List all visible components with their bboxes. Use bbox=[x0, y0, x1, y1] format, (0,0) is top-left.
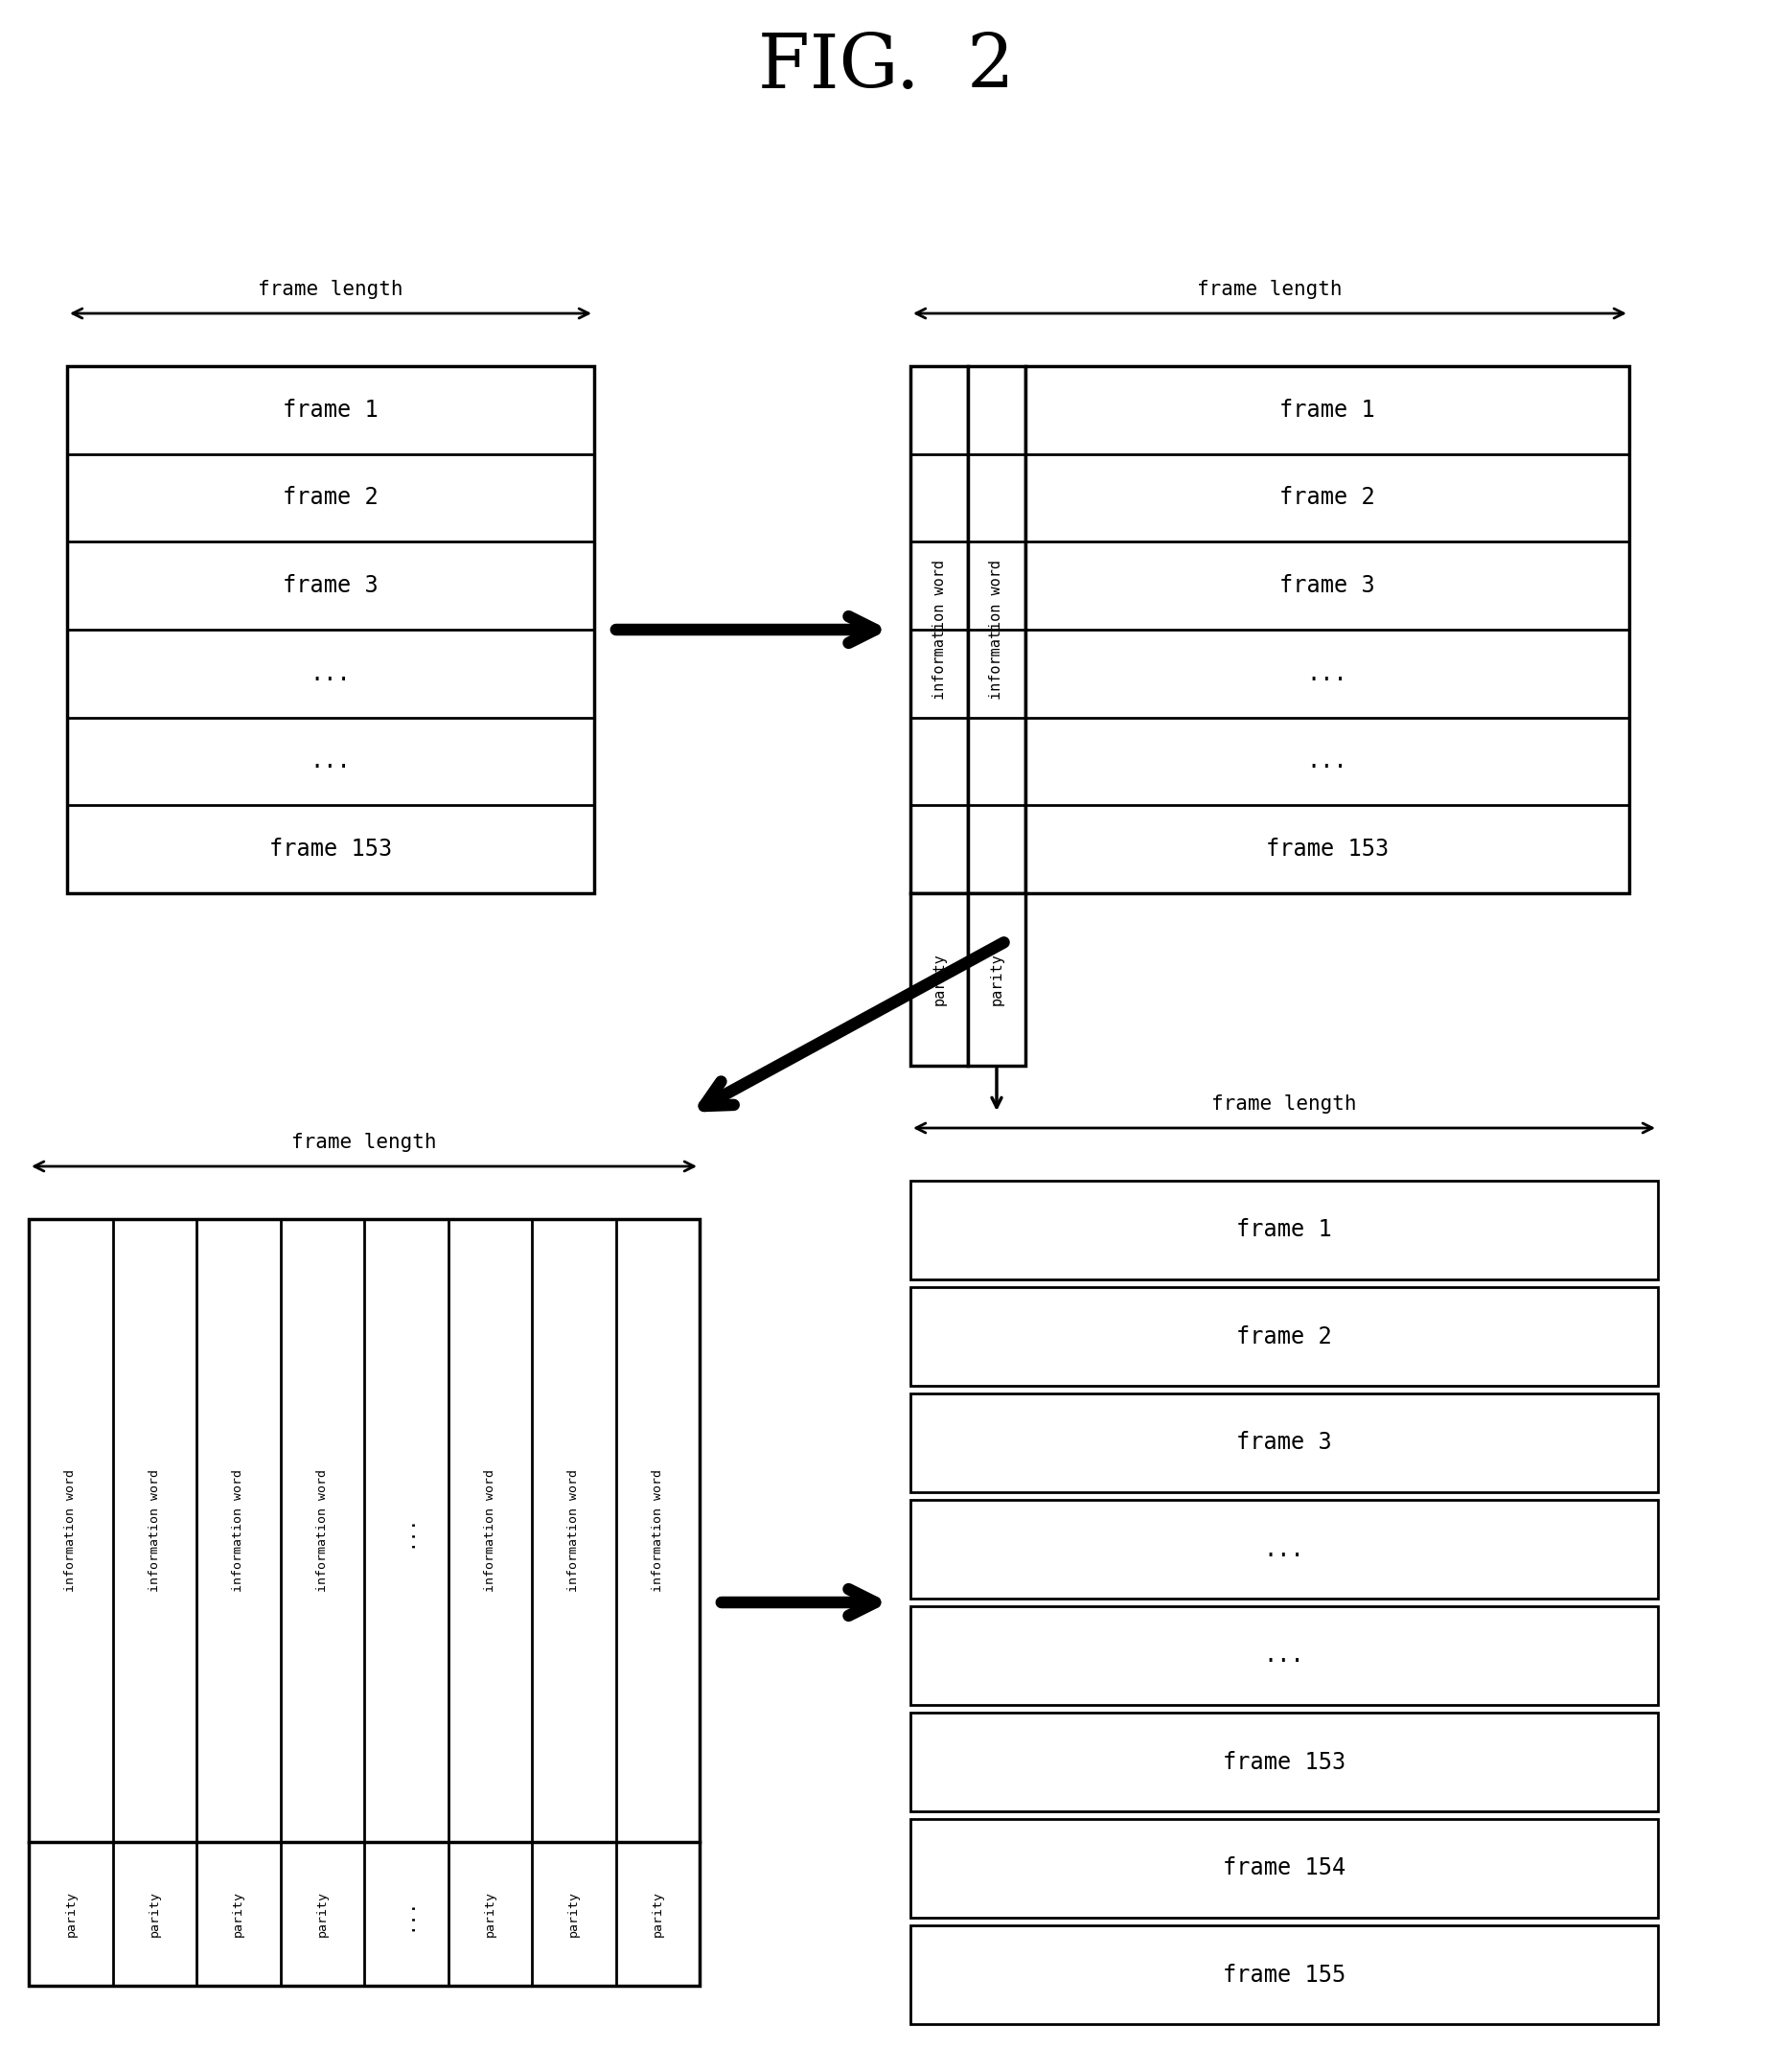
Bar bbox=[1025, 367, 1628, 893]
Text: parity: parity bbox=[652, 1892, 664, 1937]
Text: ...: ... bbox=[310, 750, 351, 773]
Text: ...: ... bbox=[1263, 1643, 1303, 1668]
Bar bbox=[910, 893, 967, 1065]
Bar bbox=[910, 1500, 1658, 1600]
Text: parity: parity bbox=[149, 1892, 161, 1937]
Text: frame 3: frame 3 bbox=[283, 574, 379, 597]
Text: ...: ... bbox=[310, 663, 351, 686]
Bar bbox=[910, 1714, 1658, 1811]
Text: parity: parity bbox=[64, 1892, 76, 1937]
Bar bbox=[910, 1925, 1658, 2024]
Text: frame length: frame length bbox=[1197, 280, 1342, 298]
Bar bbox=[28, 1218, 700, 1985]
Text: frame 3: frame 3 bbox=[1279, 574, 1374, 597]
Text: information word: information word bbox=[652, 1469, 664, 1591]
Text: frame 153: frame 153 bbox=[1264, 837, 1388, 860]
Bar bbox=[967, 367, 1025, 893]
Text: parity: parity bbox=[567, 1892, 579, 1937]
Bar bbox=[910, 1606, 1658, 1705]
Text: frame length: frame length bbox=[292, 1133, 436, 1152]
Text: information word: information word bbox=[149, 1469, 161, 1591]
Text: information word: information word bbox=[567, 1469, 579, 1591]
Text: parity: parity bbox=[483, 1892, 496, 1937]
Text: parity: parity bbox=[988, 953, 1004, 1005]
Bar bbox=[910, 1181, 1658, 1278]
Bar bbox=[967, 893, 1025, 1065]
Text: ...: ... bbox=[1263, 1537, 1303, 1560]
Text: information word: information word bbox=[932, 559, 946, 700]
Text: FIG.  2: FIG. 2 bbox=[758, 31, 1013, 104]
Text: frame 153: frame 153 bbox=[1222, 1751, 1344, 1774]
Text: frame length: frame length bbox=[259, 280, 404, 298]
Text: frame 1: frame 1 bbox=[1279, 398, 1374, 421]
Text: parity: parity bbox=[932, 953, 946, 1005]
Text: frame length: frame length bbox=[1211, 1094, 1357, 1113]
Text: parity: parity bbox=[315, 1892, 328, 1937]
Text: information word: information word bbox=[64, 1469, 76, 1591]
Text: frame 155: frame 155 bbox=[1222, 1964, 1344, 1987]
Text: frame 2: frame 2 bbox=[1236, 1324, 1332, 1349]
Text: frame 1: frame 1 bbox=[283, 398, 379, 421]
Text: frame 154: frame 154 bbox=[1222, 1857, 1344, 1879]
Text: ...: ... bbox=[1305, 750, 1348, 773]
Text: ...: ... bbox=[1305, 663, 1348, 686]
Bar bbox=[910, 1819, 1658, 1919]
Text: frame 3: frame 3 bbox=[1236, 1432, 1332, 1455]
Text: information word: information word bbox=[483, 1469, 496, 1591]
Text: information word: information word bbox=[232, 1469, 244, 1591]
Text: frame 2: frame 2 bbox=[1279, 487, 1374, 510]
Text: frame 1: frame 1 bbox=[1236, 1218, 1332, 1241]
Text: parity: parity bbox=[232, 1892, 244, 1937]
Text: frame 2: frame 2 bbox=[283, 487, 379, 510]
Text: ...: ... bbox=[397, 1898, 414, 1931]
Bar bbox=[910, 1287, 1658, 1386]
Bar bbox=[910, 1394, 1658, 1492]
Text: ...: ... bbox=[397, 1515, 414, 1548]
Text: information word: information word bbox=[315, 1469, 328, 1591]
Bar bbox=[910, 367, 967, 893]
Text: frame 153: frame 153 bbox=[269, 837, 391, 860]
Text: information word: information word bbox=[988, 559, 1004, 700]
Bar bbox=[67, 367, 593, 893]
